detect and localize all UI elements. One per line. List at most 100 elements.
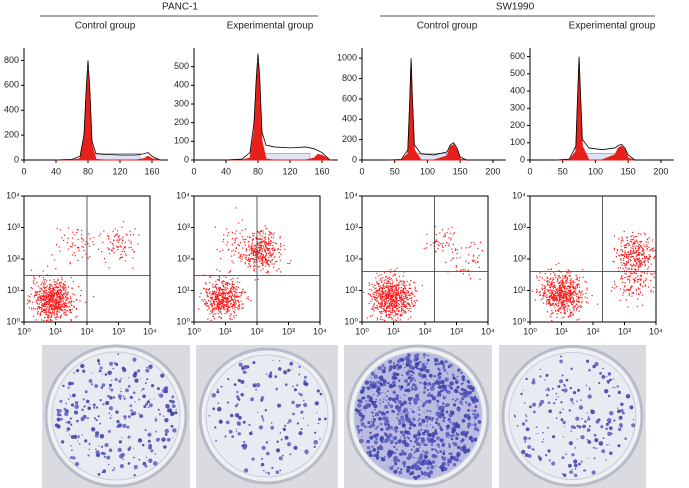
event-dot	[565, 306, 567, 308]
event-dot	[56, 294, 58, 296]
event-dot	[234, 301, 237, 303]
event-dot	[48, 308, 50, 310]
event-dot	[56, 301, 58, 303]
colony	[470, 435, 473, 438]
event-dot	[379, 306, 381, 308]
event-dot	[628, 251, 630, 253]
event-dot	[211, 310, 213, 312]
colony	[430, 464, 435, 470]
colony	[69, 417, 72, 420]
event-dot	[399, 298, 401, 300]
event-dot	[546, 284, 549, 286]
event-dot	[580, 292, 582, 294]
colony	[401, 417, 405, 421]
colony	[217, 406, 222, 412]
event-dot	[651, 248, 653, 250]
event-dot	[557, 305, 560, 307]
event-dot	[634, 251, 636, 253]
colony	[454, 457, 459, 462]
event-dot	[374, 288, 376, 290]
event-dot	[259, 250, 261, 252]
colony	[416, 353, 420, 357]
event-dot	[637, 258, 639, 260]
colony	[97, 359, 100, 363]
event-dot	[571, 304, 573, 306]
event-dot	[380, 274, 382, 276]
event-dot	[395, 305, 397, 307]
event-dot	[387, 303, 389, 305]
event-dot	[227, 284, 229, 286]
y-tick-label: 10⁰	[512, 316, 526, 326]
event-dot	[53, 291, 55, 293]
event-dot	[400, 292, 402, 294]
event-dot	[585, 281, 587, 283]
colony	[88, 443, 91, 446]
colony	[316, 412, 318, 414]
event-dot	[65, 302, 67, 305]
event-dot	[250, 300, 252, 302]
event-dot	[50, 319, 52, 322]
event-dot	[242, 254, 245, 256]
event-dot	[651, 273, 653, 275]
event-dot	[591, 295, 593, 297]
event-dot	[43, 305, 45, 307]
event-dot	[52, 304, 54, 306]
event-dot	[392, 309, 394, 311]
colony	[293, 388, 297, 392]
colony	[216, 388, 219, 391]
colony	[139, 438, 142, 441]
event-dot	[80, 290, 82, 292]
event-dot	[252, 246, 254, 248]
event-dot	[473, 241, 475, 244]
event-dot	[568, 301, 570, 303]
event-dot	[259, 231, 261, 233]
colony	[446, 462, 449, 464]
colony	[364, 409, 366, 411]
colony	[430, 437, 434, 442]
colony	[473, 395, 477, 399]
event-dot	[47, 291, 49, 293]
event-dot	[641, 258, 644, 260]
event-dot	[50, 306, 52, 308]
colony	[112, 469, 115, 472]
colony	[419, 361, 422, 363]
event-dot	[558, 282, 560, 284]
event-dot	[635, 268, 637, 270]
event-dot	[550, 291, 552, 293]
event-dot	[241, 293, 243, 295]
event-dot	[551, 303, 553, 306]
x-tick-label: 160	[144, 166, 159, 176]
colony	[171, 395, 175, 399]
event-dot	[392, 300, 394, 302]
event-dot	[558, 295, 561, 297]
colony	[132, 456, 135, 459]
event-dot	[58, 286, 60, 289]
event-dot	[632, 250, 634, 252]
event-dot	[242, 288, 244, 290]
event-dot	[410, 294, 412, 296]
colony	[99, 433, 105, 439]
colony	[392, 364, 397, 370]
event-dot	[132, 267, 134, 269]
event-dot	[389, 307, 391, 310]
colony	[459, 427, 461, 429]
event-dot	[250, 250, 253, 252]
colony	[467, 403, 471, 406]
event-dot	[260, 244, 262, 246]
event-dot	[111, 250, 113, 252]
colony	[99, 422, 101, 425]
colony	[234, 404, 238, 408]
event-dot	[33, 276, 35, 278]
event-dot	[401, 308, 404, 310]
event-dot	[398, 287, 400, 289]
colony	[370, 371, 375, 376]
colony	[382, 400, 385, 403]
event-dot	[37, 299, 39, 301]
colony	[101, 383, 106, 387]
event-dot	[400, 295, 402, 297]
event-dot	[226, 291, 228, 293]
colony	[125, 388, 129, 393]
colony	[414, 440, 417, 444]
colony	[251, 397, 254, 399]
event-dot	[268, 234, 270, 236]
